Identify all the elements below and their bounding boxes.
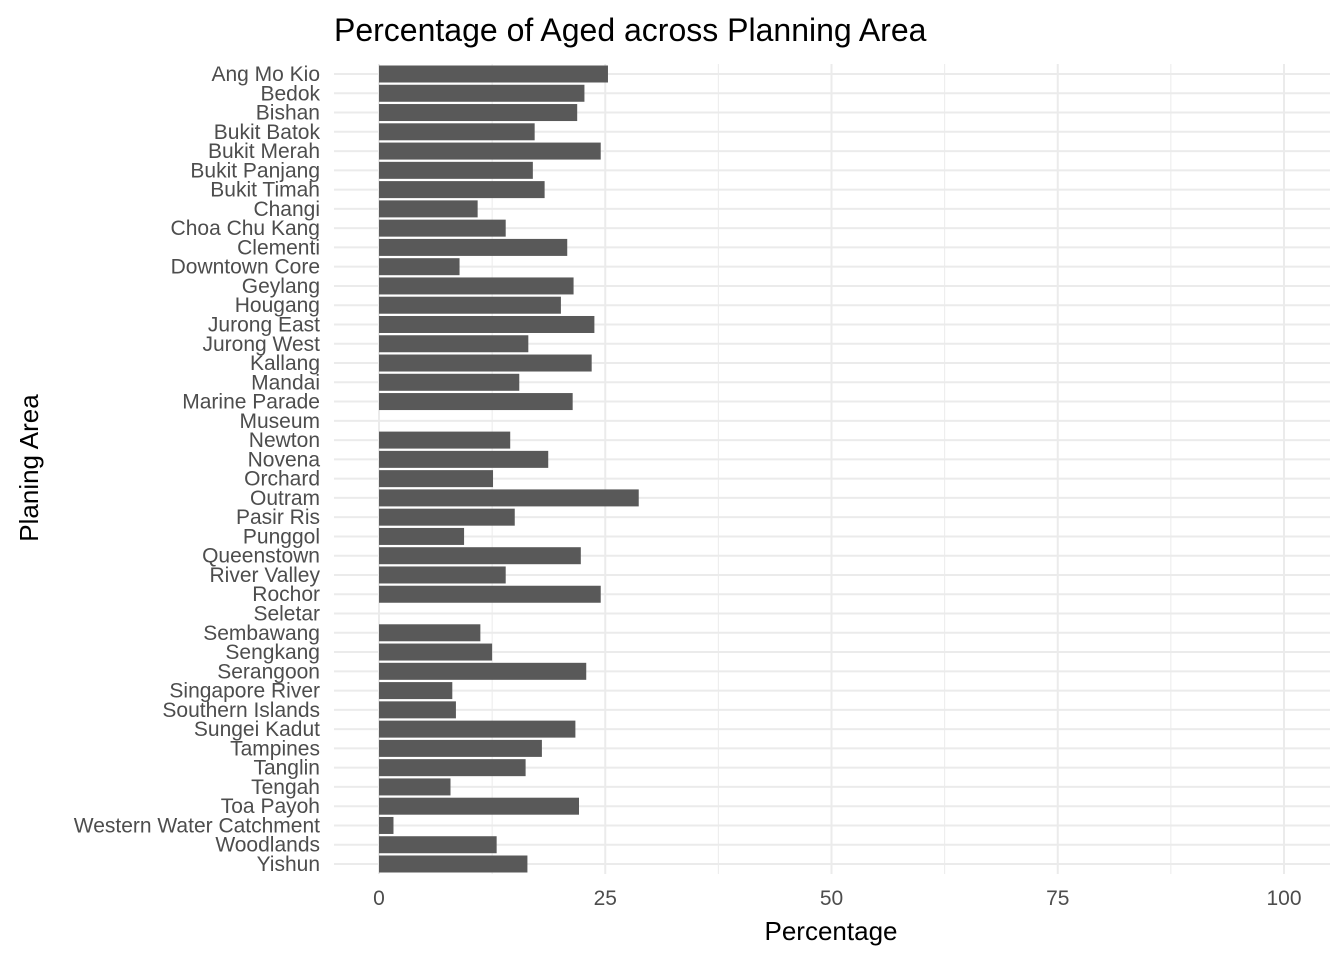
bar — [379, 161, 533, 179]
x-tick-label: 25 — [594, 887, 617, 910]
y-tick-label: Southern Islands — [162, 699, 320, 722]
x-tick-label: 100 — [1266, 887, 1301, 910]
bar — [379, 701, 456, 719]
y-tick-label: Novena — [248, 448, 321, 471]
y-tick-label: Hougang — [235, 294, 320, 317]
y-tick-label: Queenstown — [202, 545, 320, 568]
y-tick-label: Bedok — [260, 82, 320, 105]
y-tick-label: Outram — [250, 487, 320, 510]
bar — [379, 354, 592, 372]
x-tick-label: 50 — [820, 887, 843, 910]
y-tick-label: Jurong East — [208, 313, 320, 336]
y-tick-label: Sembawang — [203, 622, 320, 645]
bar — [379, 720, 576, 738]
bar — [379, 181, 545, 199]
bar — [379, 104, 578, 122]
bar — [379, 643, 493, 661]
y-tick-label: Mandai — [251, 371, 320, 394]
y-tick-label: Bishan — [256, 102, 320, 125]
y-tick-label: Woodlands — [215, 834, 320, 857]
bar — [379, 84, 585, 102]
y-tick-label: Clementi — [237, 236, 320, 259]
bar — [379, 142, 601, 160]
y-tick-label: Punggol — [243, 525, 320, 548]
bar — [379, 508, 515, 526]
y-tick-label: Yishun — [257, 853, 320, 876]
bar — [379, 855, 528, 873]
bars — [379, 65, 639, 873]
y-tick-label: Western Water Catchment — [74, 814, 320, 837]
bar — [379, 123, 535, 141]
bar — [379, 585, 601, 603]
bar — [379, 238, 568, 256]
bar — [379, 277, 574, 295]
y-tick-label: Tanglin — [253, 757, 320, 780]
y-tick-label: Bukit Merah — [208, 140, 320, 163]
y-tick-label: Choa Chu Kang — [171, 217, 320, 240]
bar — [379, 816, 394, 834]
bar — [379, 778, 451, 796]
y-tick-label: Downtown Core — [171, 256, 320, 279]
y-tick-label: Pasir Ris — [236, 506, 320, 529]
bar — [379, 258, 460, 276]
bar — [379, 566, 506, 584]
y-tick-label: Tengah — [251, 776, 320, 799]
bar — [379, 797, 580, 815]
bar — [379, 393, 573, 411]
y-tick-label: Kallang — [250, 352, 320, 375]
bar — [379, 315, 595, 333]
y-tick-label: Geylang — [242, 275, 320, 298]
y-tick-label: Sengkang — [225, 641, 320, 664]
y-tick-label: River Valley — [210, 564, 321, 587]
y-axis-label: Planing Area — [14, 394, 44, 542]
bar — [379, 547, 581, 565]
bar — [379, 200, 478, 218]
bar — [379, 373, 520, 391]
y-tick-label: Singapore River — [169, 680, 320, 703]
bar — [379, 527, 465, 545]
y-tick-label: Marine Parade — [182, 391, 320, 414]
y-tick-label: Museum — [239, 410, 320, 433]
bar — [379, 682, 453, 700]
bar — [379, 65, 608, 83]
y-tick-label: Bukit Panjang — [190, 159, 320, 182]
y-tick-label: Toa Payoh — [221, 795, 320, 818]
y-tick-label: Rochor — [252, 583, 320, 606]
bar — [379, 470, 494, 488]
bar — [379, 759, 526, 777]
y-tick-label: Orchard — [244, 468, 320, 491]
bar — [379, 662, 587, 680]
bar — [379, 296, 561, 314]
y-tick-label: Serangoon — [217, 660, 320, 683]
y-tick-label: Changi — [253, 198, 320, 221]
y-tick-label: Newton — [249, 429, 320, 452]
bar — [379, 624, 481, 642]
y-tick-label: Jurong West — [203, 333, 321, 356]
x-tick-label: 75 — [1046, 887, 1069, 910]
y-tick-label: Bukit Timah — [210, 179, 320, 202]
bar — [379, 489, 639, 507]
bar — [379, 431, 511, 449]
chart-title: Percentage of Aged across Planning Area — [334, 12, 927, 48]
bar — [379, 335, 529, 353]
bar — [379, 836, 497, 854]
y-tick-label: Ang Mo Kio — [211, 63, 320, 86]
bar — [379, 450, 549, 468]
y-tick-label: Tampines — [230, 737, 320, 760]
y-tick-label: Seletar — [253, 603, 320, 626]
bar — [379, 739, 542, 757]
y-tick-label: Bukit Batok — [214, 121, 321, 144]
y-tick-label: Sungei Kadut — [194, 718, 320, 741]
x-tick-label: 0 — [373, 887, 385, 910]
bar — [379, 219, 506, 237]
x-tick-labels: 0 25 50 75 100 — [373, 887, 1301, 910]
x-axis-label: Percentage — [765, 916, 898, 946]
